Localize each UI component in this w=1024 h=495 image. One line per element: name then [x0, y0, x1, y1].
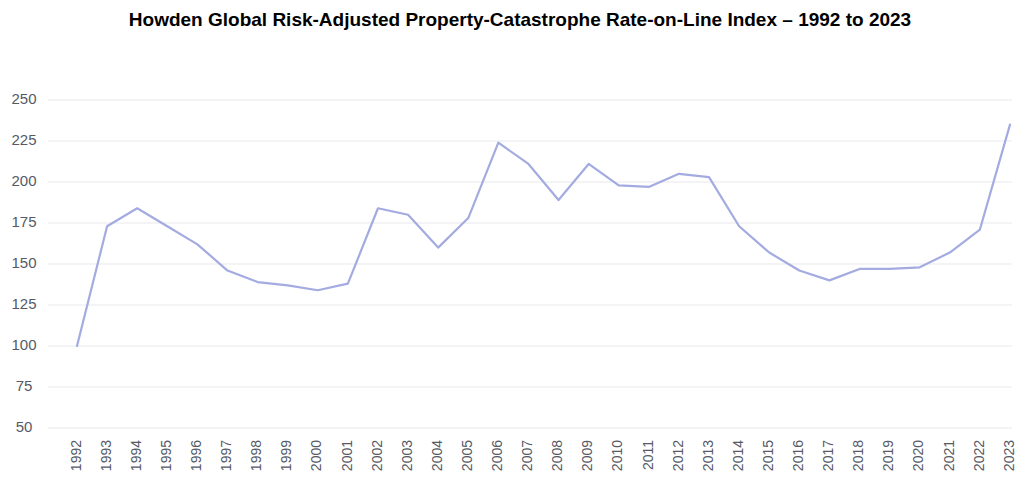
grid-line [48, 428, 1012, 429]
grid-line [48, 305, 1012, 306]
x-tick-label: 2023 [1001, 440, 1017, 471]
x-tick-label: 1998 [248, 440, 264, 471]
x-tick-label: 1992 [68, 440, 84, 471]
x-tick-label: 2010 [609, 440, 625, 471]
y-tick-label: 175 [11, 213, 36, 230]
x-tick-label: 2001 [339, 440, 355, 471]
grid-line [48, 346, 1012, 347]
x-tick-label: 2002 [369, 440, 385, 471]
x-tick-label: 2014 [730, 440, 746, 471]
title: Howden Global Risk-Adjusted Property-Cat… [129, 9, 911, 30]
y-tick-label: 125 [11, 295, 36, 312]
y-tick-label: 100 [11, 336, 36, 353]
x-tick-label: 2022 [971, 440, 987, 471]
y-tick-label: 50 [16, 418, 33, 435]
x-tick-label: 1996 [188, 440, 204, 471]
y-tick-label: 150 [11, 254, 36, 271]
x-tick-label: 2011 [640, 440, 656, 470]
x-tick-label: 2008 [549, 440, 565, 471]
grid-line [48, 100, 1012, 101]
x-tick-label: 1994 [128, 440, 144, 471]
x-tick-label: 2016 [790, 440, 806, 471]
x-tick-label: 2005 [459, 440, 475, 471]
x-tick-label: 1999 [278, 440, 294, 471]
chart: Howden Global Risk-Adjusted Property-Cat… [0, 0, 1024, 495]
grid-line [48, 387, 1012, 388]
x-tick-label: 2018 [850, 440, 866, 471]
x-tick-label: 2009 [579, 440, 595, 471]
plot-area [77, 125, 1010, 346]
y-tick-label: 250 [11, 90, 36, 107]
y-tick-label: 75 [16, 377, 33, 394]
line [77, 125, 1010, 346]
x-tick-label: 2006 [489, 440, 505, 471]
x-tick-label: 2019 [880, 440, 896, 471]
x-tick-label: 2004 [429, 440, 445, 471]
x-tick-label: 1993 [98, 440, 114, 471]
grid-line [48, 182, 1012, 183]
x-tick-label: 2017 [820, 440, 836, 471]
y-tick-label: 200 [11, 172, 36, 189]
x-tick-label: 2003 [399, 440, 415, 471]
x-tick-label: 2013 [700, 440, 716, 471]
x-tick-label: 2020 [910, 440, 926, 471]
x-tick-label: 2007 [519, 440, 535, 471]
x-tick-label: 2021 [941, 440, 957, 471]
x-tick-label: 2000 [308, 440, 324, 471]
x-tick-label: 1995 [158, 440, 174, 471]
x-tick-label: 2012 [670, 440, 686, 471]
x-tick-label: 2015 [760, 440, 776, 471]
grid-line [48, 141, 1012, 142]
x-tick-label: 1997 [218, 440, 234, 471]
grid-line [48, 264, 1012, 265]
y-tick-label: 225 [11, 131, 36, 148]
grid-line [48, 223, 1012, 224]
